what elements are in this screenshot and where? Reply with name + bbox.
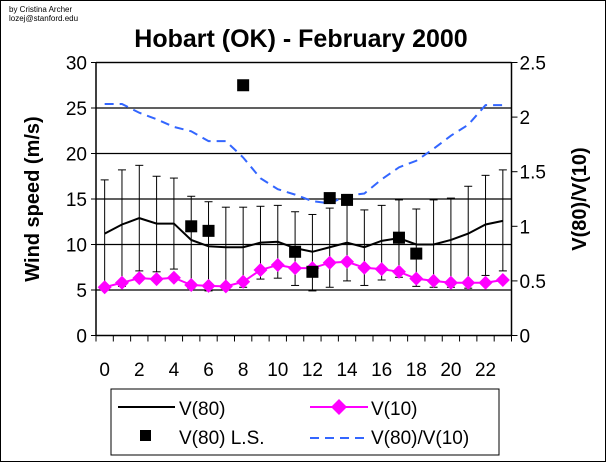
x-tick-label: 18 [406,360,427,381]
y2-tick-label: 2 [520,108,531,129]
x-tick-label: 16 [371,360,392,381]
legend-ls-swatch [140,430,151,441]
legend-ls-label: V(80) L.S. [179,428,265,449]
v10-point [236,274,251,289]
v10-point [443,275,458,290]
v10-point [184,277,199,292]
v80-ls-point [392,231,405,244]
v10-point [149,272,164,287]
y-tick-label: 0 [76,327,87,348]
y2-tick-label: 1.5 [520,163,546,184]
y-tick-label: 10 [66,236,87,257]
y2-tick-label: 1 [520,217,531,238]
y2-tick-label: 2.5 [520,54,546,75]
x-tick-label: 10 [267,360,288,381]
v10-point [357,260,372,275]
x-tick-label: 4 [169,360,180,381]
v10-point [97,280,112,295]
v10-point [114,275,129,290]
legend-ratio-label: V(80)/V(10) [371,428,469,449]
v80-ls-point [341,193,354,206]
v10-point [132,271,147,286]
v10-point [218,279,233,294]
v10-point [426,273,441,288]
v80-ls-point [202,224,215,237]
credit-email: lozej@stanford.edu [9,14,79,23]
y-tick-label: 5 [76,281,87,302]
y-tick-label: 30 [66,54,87,75]
legend-v10-label: V(10) [371,399,417,420]
v10-point [270,257,285,272]
x-tick-label: 14 [336,360,358,381]
v10-point [374,262,389,277]
y-tick-label: 25 [66,99,87,120]
v10-line [104,260,503,289]
y-axis-title: Wind speed (m/s) [22,116,44,281]
legend-v80-label: V(80) [179,399,225,420]
v10-point [288,261,303,276]
v10-point [340,254,355,269]
v10-point [201,278,216,293]
x-tick-label: 8 [238,360,249,381]
v10-point [461,275,476,290]
v10-point [253,262,268,277]
x-tick-label: 0 [99,360,110,381]
x-tick-label: 20 [440,360,461,381]
v80-ls-point [410,247,423,260]
x-tick-label: 12 [302,360,323,381]
v10-point [495,272,510,287]
v10-point [391,264,406,279]
chart-title: Hobart (OK) - February 2000 [134,25,467,53]
x-tick-label: 6 [203,360,214,381]
credit-author: by Cristina Archer [9,5,73,14]
ratio-line [104,102,503,205]
v80-line [104,217,504,253]
y2-tick-label: 0.5 [520,272,546,293]
legend: V(80) V(10) V(80) L.S. V(80)/V(10) [110,388,500,456]
legend-v10-diamond [331,399,347,415]
x-tick-label: 2 [134,360,145,381]
legend-box [110,388,500,456]
y-tick-label: 20 [66,145,87,166]
v80-ls-point [185,220,198,233]
x-tick-label: 22 [475,360,496,381]
v80-ls-point [323,192,336,205]
v80-ls-point [237,79,250,92]
v80-ls-point [306,265,319,278]
y2-tick-label: 0 [520,327,531,348]
v10-point [322,255,337,270]
y-tick-label: 15 [66,190,87,211]
y2-axis-title: V(80)/V(10) [569,147,591,250]
v10-point [478,275,493,290]
v80-ls-point [289,245,302,258]
v10-point [166,270,181,285]
v10-point [409,271,424,286]
